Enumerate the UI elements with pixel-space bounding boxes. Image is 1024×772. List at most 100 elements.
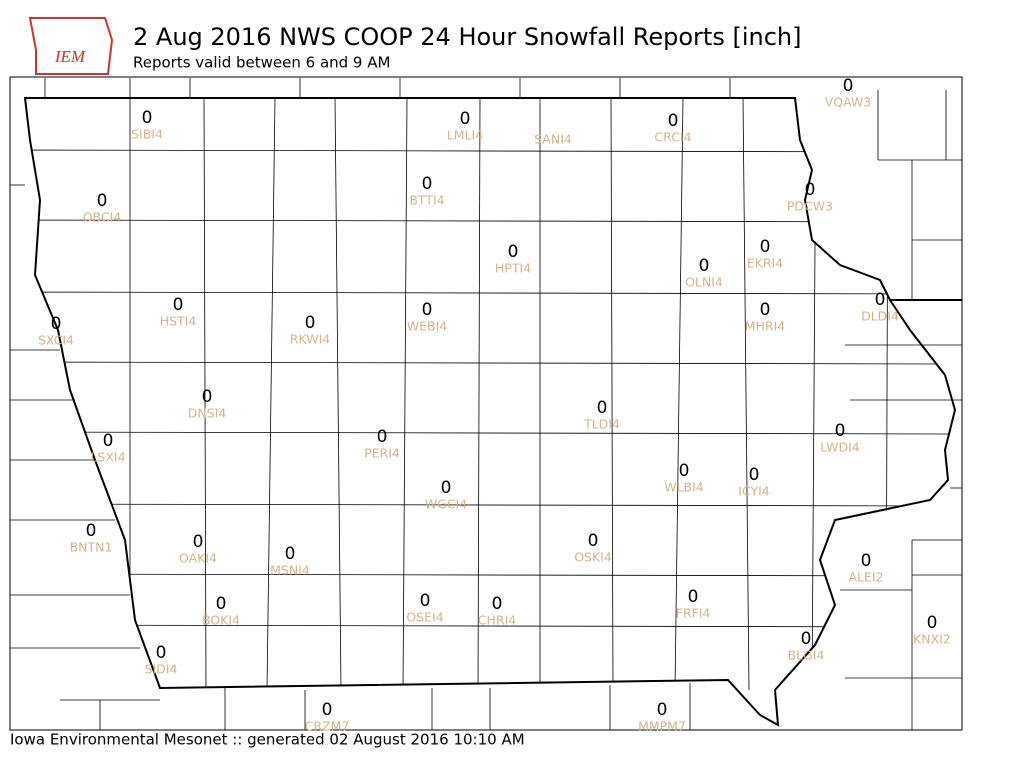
county-line <box>742 98 750 691</box>
station-value: 0 <box>97 191 108 211</box>
station-id: BLGI4 <box>788 648 825 663</box>
station-id: ICYI4 <box>738 484 770 499</box>
station-id: RKWI4 <box>290 332 330 347</box>
station-id: BNTN1 <box>70 540 113 555</box>
station-value: 0 <box>805 180 816 200</box>
station-value: 0 <box>699 256 710 276</box>
station-value: 0 <box>875 290 886 310</box>
station-id: PERI4 <box>364 446 400 461</box>
station-value: 0 <box>305 313 316 333</box>
logo: IEM <box>28 17 114 75</box>
station-id: EKRI4 <box>747 256 783 271</box>
station-id: CHRI4 <box>478 613 516 628</box>
map-title: 2 Aug 2016 NWS COOP 24 Hour Snowfall Rep… <box>133 23 801 51</box>
station-id: CRZM7 <box>305 719 350 734</box>
station-value: 0 <box>216 594 227 614</box>
county-line <box>885 98 889 691</box>
station-id: OLNI4 <box>685 275 723 290</box>
station-id: DLDI4 <box>861 309 899 324</box>
station-value: 0 <box>835 421 846 441</box>
station-id: HSTI4 <box>160 314 197 329</box>
station-value: 0 <box>679 461 690 481</box>
station-value: 0 <box>322 700 333 720</box>
station-id: KNXI2 <box>913 632 951 647</box>
station-value: 0 <box>760 237 771 257</box>
station-id: MHRI4 <box>745 319 786 334</box>
county-line <box>610 98 614 691</box>
station-value: 0 <box>51 314 62 334</box>
station-id: WEBI4 <box>407 319 448 334</box>
station-value: 0 <box>441 478 452 498</box>
county-line <box>25 291 955 295</box>
station-value: 0 <box>156 643 167 663</box>
station-id: WLBI4 <box>664 480 704 495</box>
station-value: 0 <box>688 587 699 607</box>
station-value: 0 <box>492 594 503 614</box>
station-value: 0 <box>843 76 854 96</box>
county-line <box>25 503 955 507</box>
county-line <box>334 98 342 691</box>
county-line <box>25 431 955 435</box>
county-line <box>203 98 207 691</box>
station-id: PDCW3 <box>787 199 833 214</box>
station-id: VQAW3 <box>825 95 872 110</box>
station-id: SANI4 <box>534 132 572 147</box>
station-value: 0 <box>668 111 679 131</box>
county-line <box>402 98 408 691</box>
station-value: 0 <box>801 629 812 649</box>
station-value: 0 <box>597 398 608 418</box>
county-line <box>477 98 481 691</box>
station-value: 0 <box>422 300 433 320</box>
logo-text: IEM <box>54 47 86 66</box>
station-id: HPTI4 <box>495 261 531 276</box>
station: SANI4 <box>534 132 572 147</box>
county-line <box>674 98 684 691</box>
station-id: LWDI4 <box>820 440 859 455</box>
station-value: 0 <box>927 613 938 633</box>
station-value: 0 <box>422 174 433 194</box>
station-id: BTTI4 <box>409 193 444 208</box>
county-line <box>25 149 955 153</box>
station-value: 0 <box>193 532 204 552</box>
county-line <box>25 624 955 628</box>
station-id: OAKI4 <box>179 551 217 566</box>
station-id: OBCI4 <box>83 210 122 225</box>
station-id: OSEI4 <box>406 610 443 625</box>
county-line <box>266 98 276 691</box>
station-id: FRFI4 <box>676 606 711 621</box>
station-value: 0 <box>460 109 471 129</box>
map-frame <box>9 76 963 731</box>
station-id: WGCI4 <box>425 497 467 512</box>
station-value: 0 <box>103 431 114 451</box>
map-base <box>10 78 962 730</box>
